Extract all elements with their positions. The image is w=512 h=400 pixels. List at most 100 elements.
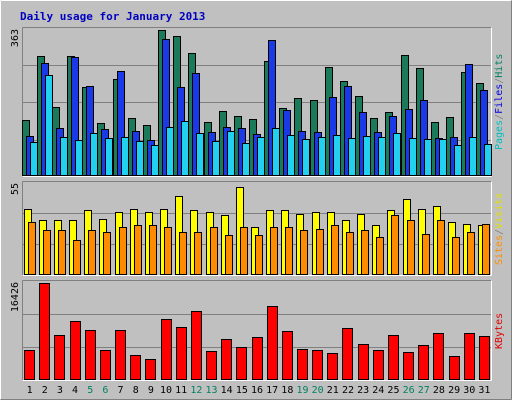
bar-kbytes xyxy=(297,349,308,380)
day-label-13: 13 xyxy=(205,385,217,396)
bar-pages xyxy=(348,138,356,176)
day-label-26: 26 xyxy=(403,385,415,396)
day-label-30: 30 xyxy=(463,385,475,396)
bar-kbytes xyxy=(85,330,96,380)
day-label-17: 17 xyxy=(266,385,278,396)
day-label-21: 21 xyxy=(327,385,339,396)
legend-item-visits: Visits xyxy=(494,193,505,229)
bar-kbytes xyxy=(70,321,81,380)
bar-pages xyxy=(439,139,447,176)
bar-sites xyxy=(285,227,293,275)
axis-max-label: 55 xyxy=(10,183,21,195)
chart-title: Daily usage for January 2013 xyxy=(20,10,205,23)
bar-kbytes xyxy=(130,355,141,380)
day-label-2: 2 xyxy=(42,385,48,396)
bar-kbytes xyxy=(479,336,490,380)
bar-pages xyxy=(333,135,341,176)
legend-item-pages: Pages xyxy=(494,120,505,150)
bar-sites xyxy=(179,232,187,275)
bar-kbytes xyxy=(342,328,353,380)
bar-pages xyxy=(454,145,462,176)
bar-kbytes xyxy=(418,345,429,380)
bar-kbytes xyxy=(145,359,156,380)
bar-pages xyxy=(469,137,477,176)
day-label-15: 15 xyxy=(236,385,248,396)
day-label-19: 19 xyxy=(296,385,308,396)
bar-kbytes xyxy=(373,350,384,380)
bar-pages xyxy=(393,133,401,176)
bar-pages xyxy=(363,136,371,176)
day-label-10: 10 xyxy=(160,385,172,396)
bar-kbytes xyxy=(282,331,293,380)
bar-pages xyxy=(136,141,144,176)
bar-kbytes xyxy=(115,330,126,380)
bar-kbytes xyxy=(252,337,263,380)
bar-pages xyxy=(424,139,432,176)
bar-kbytes xyxy=(449,356,460,380)
day-label-27: 27 xyxy=(418,385,430,396)
day-label-23: 23 xyxy=(357,385,369,396)
day-label-5: 5 xyxy=(87,385,93,396)
axis-max-label: 363 xyxy=(10,29,21,47)
day-label-11: 11 xyxy=(175,385,187,396)
day-label-7: 7 xyxy=(118,385,124,396)
bar-sites xyxy=(270,227,278,275)
bar-sites xyxy=(422,234,430,275)
day-label-25: 25 xyxy=(387,385,399,396)
day-label-12: 12 xyxy=(190,385,202,396)
day-label-8: 8 xyxy=(133,385,139,396)
bar-sites xyxy=(134,225,142,275)
bar-kbytes xyxy=(100,350,111,380)
bar-sites xyxy=(361,230,369,275)
bar-pages xyxy=(378,137,386,176)
bar-pages xyxy=(45,75,53,176)
bar-pages xyxy=(287,135,295,176)
day-label-4: 4 xyxy=(72,385,78,396)
bar-sites xyxy=(194,232,202,275)
bar-sites xyxy=(58,230,66,275)
bar-pages xyxy=(227,131,235,176)
bar-sites xyxy=(452,237,460,275)
legend-item-hits: Hits xyxy=(494,54,505,78)
bar-sites xyxy=(376,237,384,275)
bar-pages xyxy=(409,138,417,176)
day-label-14: 14 xyxy=(221,385,233,396)
bar-kbytes xyxy=(176,327,187,380)
bar-sites xyxy=(28,222,36,275)
legend-item-sites: Sites xyxy=(494,235,505,265)
bar-sites xyxy=(331,225,339,275)
bar-pages xyxy=(272,128,280,176)
bar-sites xyxy=(300,230,308,275)
day-label-29: 29 xyxy=(448,385,460,396)
bar-pages xyxy=(242,143,250,176)
bar-kbytes xyxy=(433,333,444,380)
bar-kbytes xyxy=(327,353,338,380)
bar-sites xyxy=(164,227,172,275)
bar-kbytes xyxy=(161,319,172,380)
day-label-24: 24 xyxy=(372,385,384,396)
legend-item-kbytes: KBytes xyxy=(494,313,505,349)
bar-kbytes xyxy=(206,351,217,380)
bar-sites xyxy=(119,227,127,275)
bar-sites xyxy=(346,232,354,275)
day-label-28: 28 xyxy=(433,385,445,396)
bar-pages xyxy=(484,144,492,176)
bar-kbytes xyxy=(191,311,202,380)
bar-sites xyxy=(43,230,51,275)
bar-kbytes xyxy=(312,350,323,380)
legend-hits-files-pages: Pages/Files/Hits xyxy=(494,54,505,150)
axis-max-label: 16426 xyxy=(10,282,21,312)
bar-pages xyxy=(166,127,174,176)
bar-sites xyxy=(437,220,445,275)
bar-pages xyxy=(151,145,159,176)
bar-sites xyxy=(103,232,111,275)
day-label-22: 22 xyxy=(342,385,354,396)
day-label-9: 9 xyxy=(148,385,154,396)
legend-item-files: Files xyxy=(494,84,505,114)
bar-sites xyxy=(149,225,157,275)
bar-sites xyxy=(407,220,415,275)
legend-visits-sites: Sites/Visits xyxy=(494,193,505,265)
bar-pages xyxy=(90,133,98,176)
